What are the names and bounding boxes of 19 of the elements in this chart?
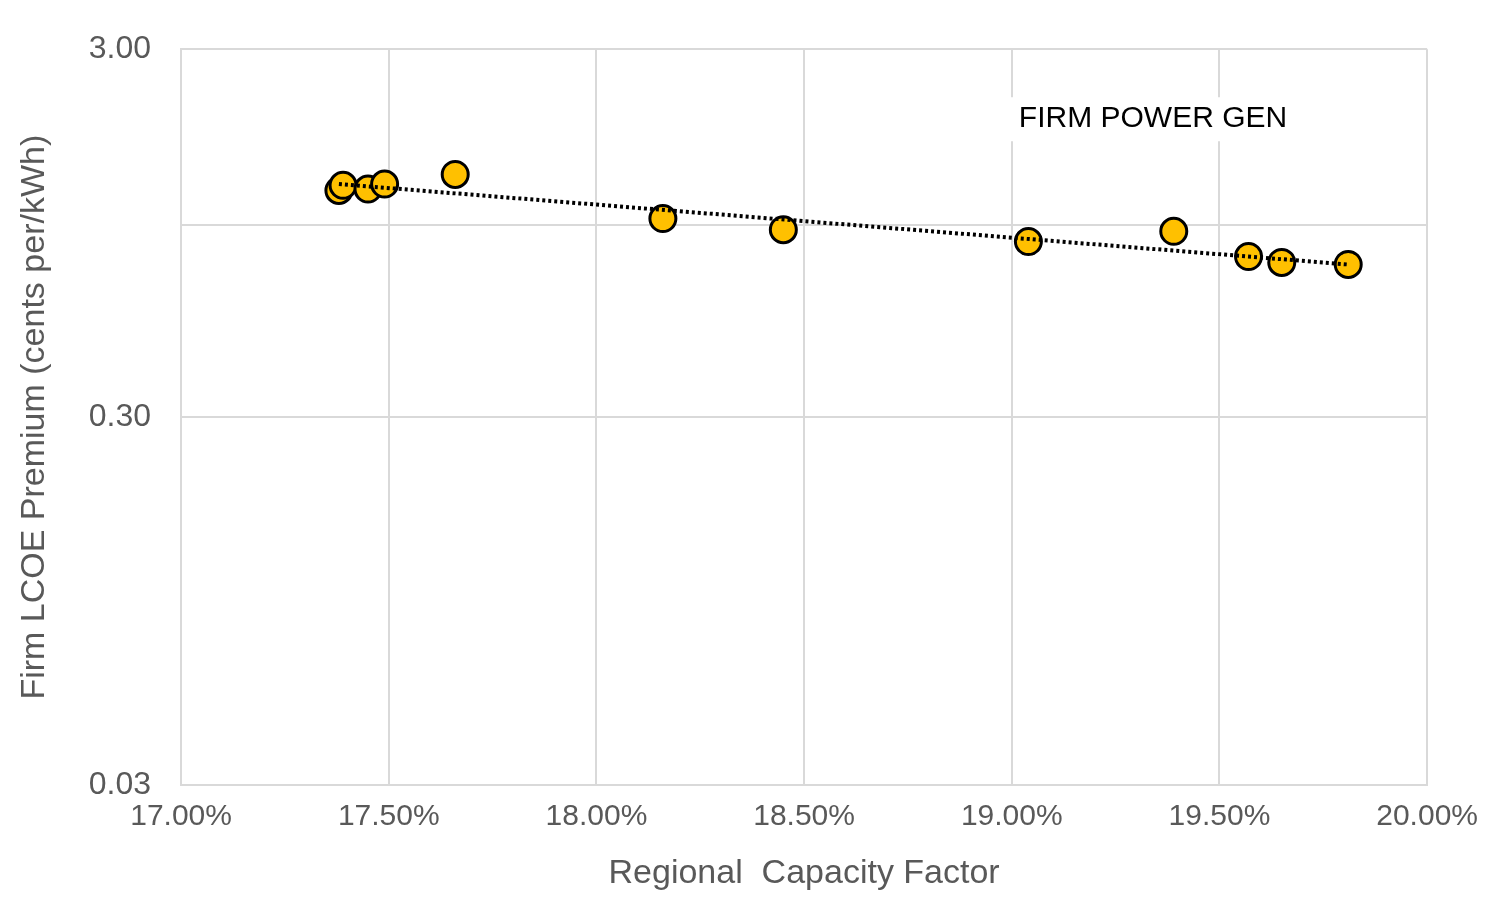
x-tick-label: 19.00% bbox=[960, 798, 1063, 832]
point bbox=[648, 204, 678, 234]
x-tick-label: 20.00% bbox=[1376, 798, 1478, 832]
point bbox=[370, 169, 400, 199]
point bbox=[768, 215, 798, 245]
point bbox=[1159, 216, 1189, 246]
point bbox=[1013, 227, 1043, 257]
x-tick-label: 19.50% bbox=[1168, 798, 1271, 832]
point bbox=[1267, 247, 1297, 277]
y-tick-label: 0.30 bbox=[88, 397, 152, 434]
y-tick-label: 3.00 bbox=[88, 29, 152, 66]
x-tick-label: 18.00% bbox=[545, 798, 648, 832]
x-tick-label: 18.50% bbox=[753, 798, 855, 832]
text: FIRM POWER GEN bbox=[1018, 100, 1288, 134]
y-axis-title: Firm LCOE Premium (cents per/kWh) bbox=[12, 134, 51, 700]
x-axis-title: Regional Capacity Factor bbox=[608, 851, 1000, 890]
point bbox=[1333, 249, 1363, 279]
point bbox=[440, 159, 470, 189]
x-tick-label: 17.50% bbox=[337, 798, 440, 832]
